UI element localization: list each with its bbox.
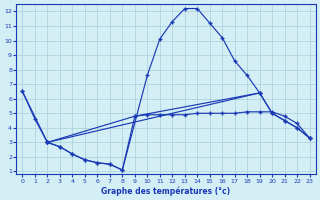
X-axis label: Graphe des températures (°c): Graphe des températures (°c)	[101, 186, 231, 196]
